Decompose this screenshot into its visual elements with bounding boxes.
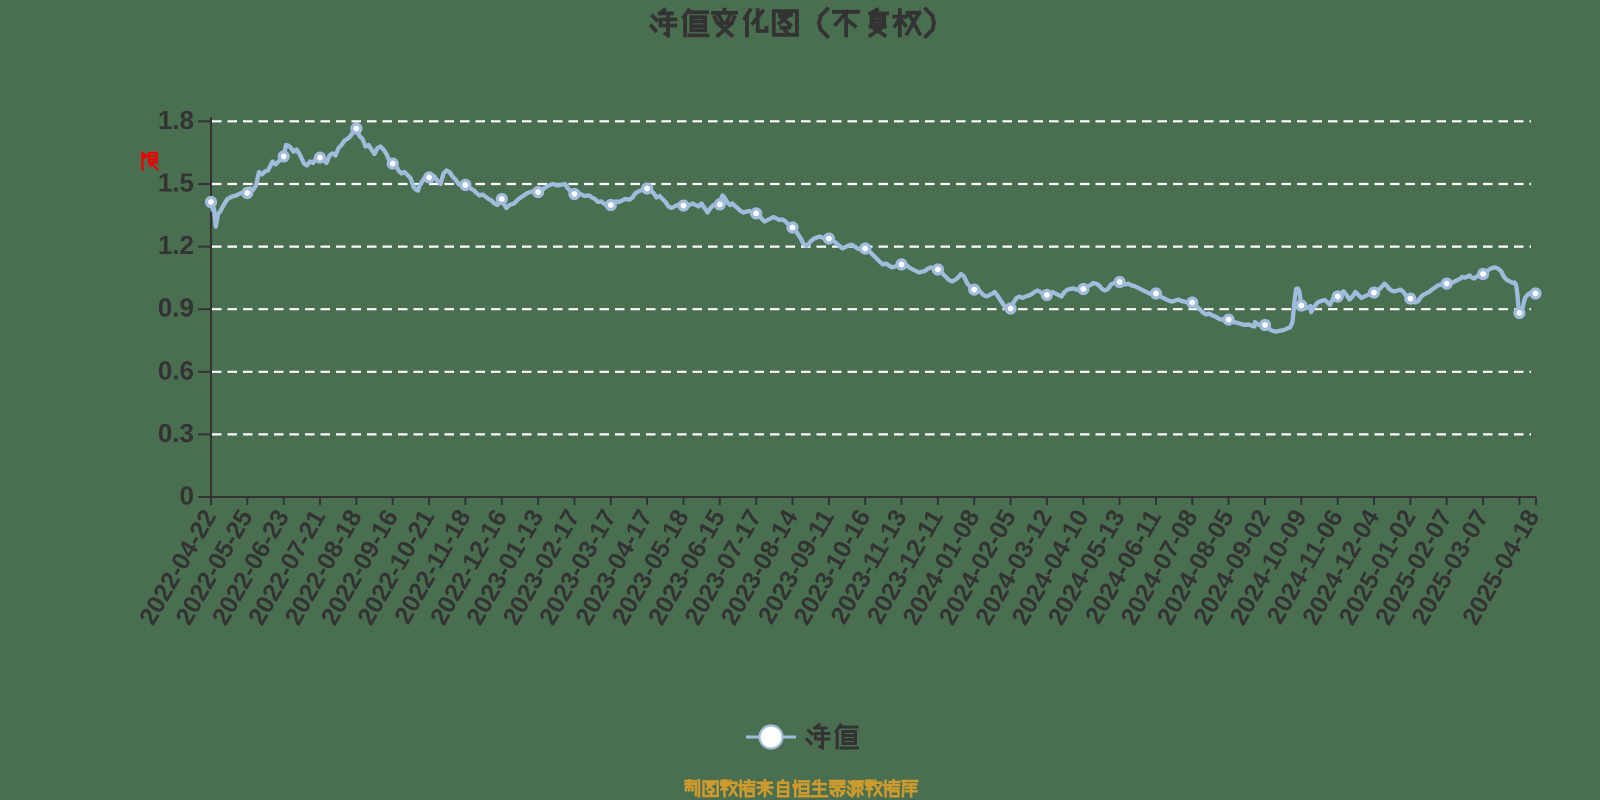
svg-text:1.5: 1.5 xyxy=(158,168,194,198)
svg-text:0.6: 0.6 xyxy=(158,355,194,385)
svg-text:1.2: 1.2 xyxy=(158,230,194,260)
svg-text:1.8: 1.8 xyxy=(158,105,194,135)
svg-text:0: 0 xyxy=(180,481,194,511)
svg-text:0.9: 0.9 xyxy=(158,293,194,323)
svg-text:0.3: 0.3 xyxy=(158,418,194,448)
